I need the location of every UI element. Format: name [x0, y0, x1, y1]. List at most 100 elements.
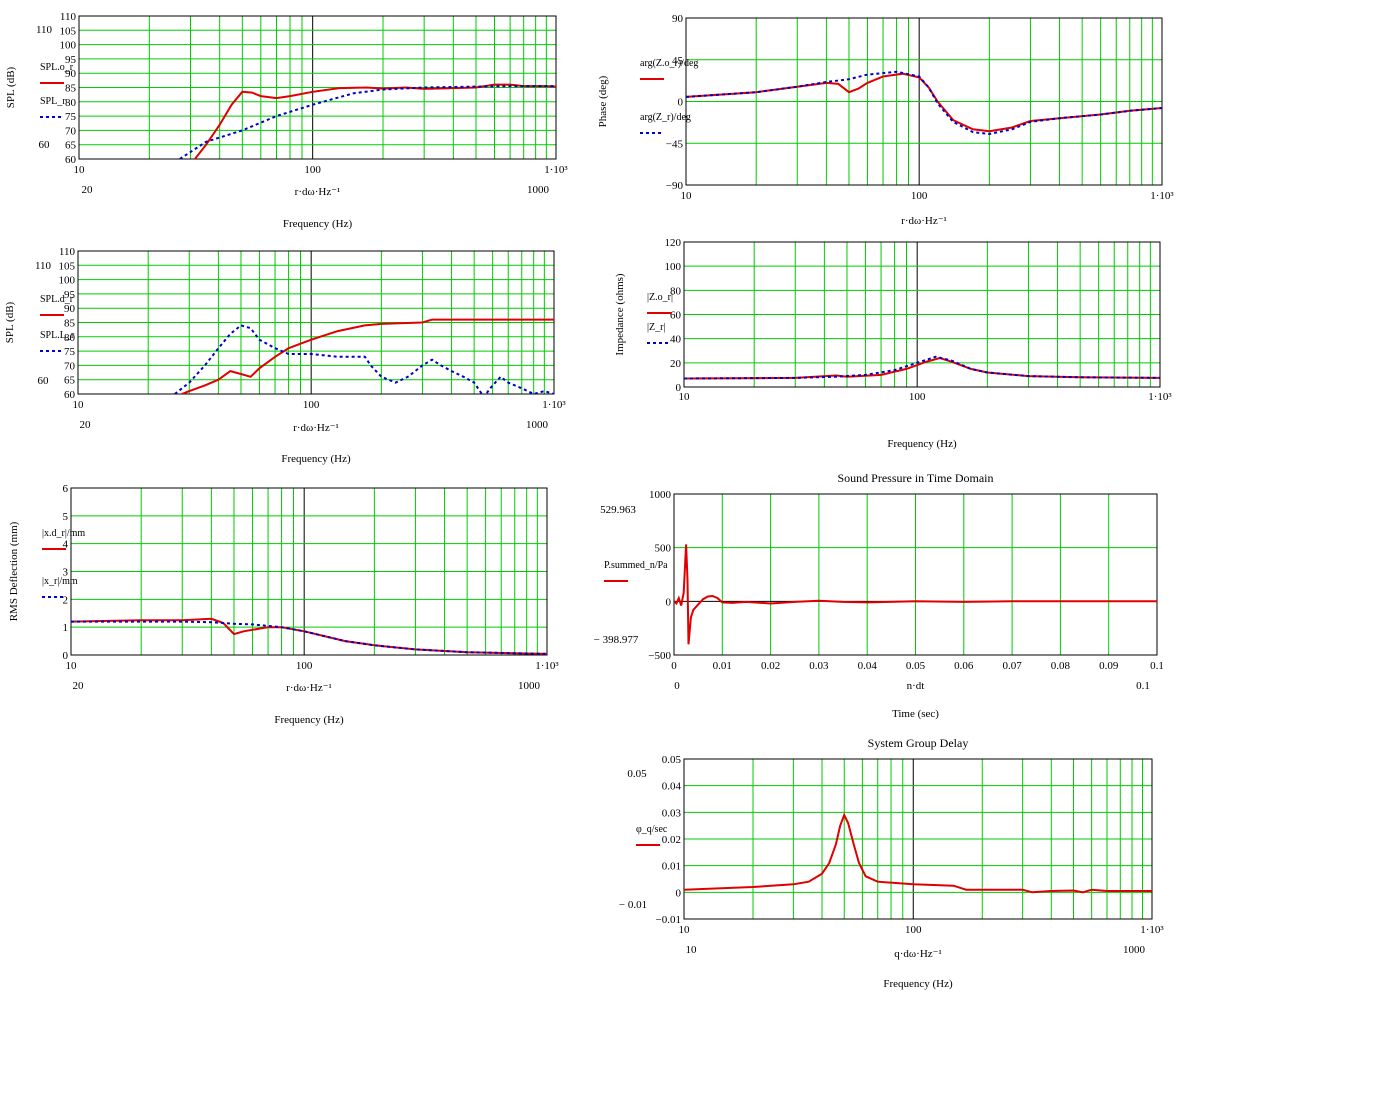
legend-label: SPL_r [40, 96, 66, 107]
x-axis-label: Frequency (Hz) [887, 438, 957, 450]
y-tick-label: 0.01 [662, 861, 681, 873]
x-tick-label: 0.1 [1150, 660, 1164, 672]
y-range-label: 110 [36, 24, 53, 36]
x-tick-label: 0.07 [1002, 660, 1022, 672]
plot-frame [77, 250, 555, 395]
series-line [174, 324, 554, 394]
x-tick-label: 100 [303, 399, 320, 411]
y-tick-label: 110 [59, 246, 76, 258]
x-axis-label: Time (sec) [892, 708, 939, 720]
chart-title: Sound Pressure in Time Domain [837, 471, 993, 485]
x-tick-label: 1·10³ [1140, 924, 1164, 936]
x-tick-label: 0 [671, 660, 677, 672]
x-range-label: 1000 [527, 184, 550, 196]
x-tick-label: 0.01 [713, 660, 732, 672]
x-expression: r·dω·Hz⁻¹ [293, 422, 339, 434]
y-range-label: 60 [39, 139, 51, 151]
x-tick-label: 10 [66, 660, 78, 672]
y-tick-label: 500 [655, 543, 672, 555]
y-tick-label: 0.05 [662, 754, 682, 766]
y-tick-label: 0 [676, 887, 682, 899]
x-expression: r·dω·Hz⁻¹ [295, 186, 341, 198]
x-range-label: 10 [686, 944, 698, 956]
y-tick-label: 100 [60, 40, 77, 52]
chart-title: System Group Delay [868, 736, 969, 750]
y-tick-label: 105 [60, 25, 77, 37]
legend-label: φ_q/sec [636, 824, 668, 835]
x-expression: q·dω·Hz⁻¹ [894, 948, 942, 960]
x-tick-label: 0.06 [954, 660, 974, 672]
x-axis-label: Frequency (Hz) [883, 978, 953, 990]
y-tick-label: −45 [666, 138, 684, 150]
x-tick-label: 1·10³ [544, 164, 568, 176]
y-range-label: − 0.01 [619, 899, 647, 911]
y-tick-label: 95 [65, 54, 77, 66]
y-tick-label: 1 [63, 622, 69, 634]
legend-label: |Z_r| [647, 322, 665, 333]
legend-label: |x.d_r|/mm [42, 528, 85, 539]
y-axis-label: Phase (deg) [597, 75, 609, 127]
y-axis-label: Impedance (ohms) [614, 273, 626, 355]
y-tick-label: 60 [65, 154, 77, 166]
y-tick-label: 105 [59, 260, 76, 272]
y-tick-label: 60 [64, 389, 76, 401]
series-line [686, 70, 1162, 136]
y-tick-label: 0.04 [662, 781, 682, 793]
y-tick-label: 75 [65, 111, 77, 123]
y-axis-label: RMS Deflection (mm) [8, 521, 20, 621]
y-tick-label: 80 [64, 332, 76, 344]
x-range-label: 0 [674, 680, 680, 692]
x-tick-label: 100 [296, 660, 313, 672]
x-expression: r·dω·Hz⁻¹ [286, 682, 332, 694]
x-tick-label: 0.08 [1051, 660, 1071, 672]
plot-frame [70, 487, 548, 656]
x-tick-label: 10 [679, 391, 691, 403]
x-tick-label: 10 [74, 164, 86, 176]
x-range-label: 0.1 [1136, 680, 1150, 692]
x-tick-label: 1·10³ [1150, 190, 1174, 202]
y-tick-label: 6 [63, 483, 69, 495]
x-range-label: 20 [80, 419, 92, 431]
series-line [71, 620, 547, 655]
x-axis-label: Frequency (Hz) [274, 714, 344, 726]
plot-frame [78, 15, 557, 160]
legend-label: arg(Z_r)/deg [640, 112, 691, 123]
y-tick-label: 80 [65, 97, 77, 109]
x-tick-label: 0.03 [809, 660, 829, 672]
series-line [71, 617, 547, 655]
y-tick-label: 5 [63, 511, 69, 523]
x-tick-label: 1·10³ [535, 660, 559, 672]
y-tick-label: 3 [63, 567, 69, 579]
x-range-label: 20 [82, 184, 94, 196]
y-tick-label: 0 [678, 97, 684, 109]
y-tick-label: 65 [64, 375, 76, 387]
x-axis-label: Frequency (Hz) [281, 453, 351, 465]
plot-frame [683, 241, 1161, 388]
y-tick-label: 120 [665, 237, 682, 249]
x-tick-label: 100 [905, 924, 922, 936]
x-tick-label: 10 [679, 924, 691, 936]
y-tick-label: 0.02 [662, 834, 681, 846]
series-line [179, 85, 556, 159]
y-range-label: 529.963 [600, 504, 636, 516]
y-tick-label: 90 [672, 13, 684, 25]
x-range-label: 20 [73, 680, 85, 692]
y-tick-label: 20 [670, 358, 682, 370]
impedance-chart: 120 100 80 60 40 20 010 100 1·10³ Frequency (Hz) I… [614, 237, 1172, 450]
legend-label: |x_r|/mm [42, 576, 78, 587]
plot-frame [673, 493, 1158, 656]
y-tick-label: 95 [64, 289, 76, 301]
y-tick-label: 0.03 [662, 807, 682, 819]
x-expression: n·dt [907, 680, 925, 692]
x-tick-label: 1·10³ [542, 399, 566, 411]
legend-label: arg(Z.o_r)/deg [640, 58, 698, 69]
series-line [193, 83, 556, 159]
plot-frame [685, 17, 1163, 186]
y-tick-label: 60 [670, 310, 682, 322]
x-tick-label: 10 [681, 190, 693, 202]
x-tick-label: 0.09 [1099, 660, 1119, 672]
